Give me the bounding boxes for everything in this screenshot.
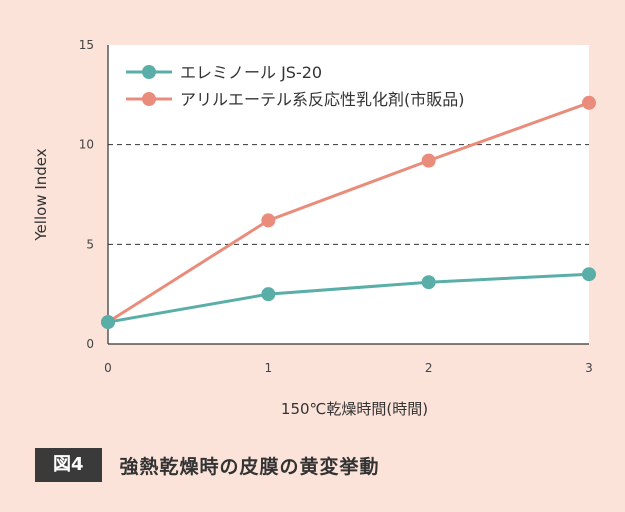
series-group: [101, 95, 596, 330]
x-tick-label: 1: [265, 361, 273, 375]
data-point-s0-0: [101, 315, 115, 330]
legend-swatch-marker-1: [142, 92, 156, 106]
figure-title: 強熱乾燥時の皮膜の黄変挙動: [119, 455, 380, 478]
data-point-s0-2: [421, 275, 436, 290]
series-line-0: [107, 272, 590, 324]
y-tick-label: 0: [86, 337, 94, 351]
y-tick-label: 15: [79, 38, 94, 52]
x-tick-label: 0: [104, 361, 112, 375]
legend: エレミノール JS-20 アリルエーテル系反応性乳化剤(市販品): [126, 63, 465, 109]
legend-label-0: エレミノール JS-20: [180, 63, 322, 82]
x-tick-labels: 0 1 2 3: [104, 361, 593, 375]
figure-caption: 図4 強熱乾燥時の皮膜の黄変挙動: [35, 448, 380, 482]
data-point-s1-3: [582, 95, 596, 110]
x-axis-label: 150℃乾燥時間(時間): [281, 400, 428, 418]
data-point-s0-1: [261, 287, 276, 302]
x-tick-label: 3: [585, 361, 593, 375]
data-point-s1-1: [261, 213, 276, 228]
y-tick-label: 5: [86, 237, 94, 251]
series-line-1: [107, 101, 590, 324]
grid: [108, 144, 589, 245]
legend-swatch-marker-0: [142, 65, 156, 79]
y-tick-labels: 0 5 10 15: [79, 38, 94, 351]
data-point-s0-3: [582, 267, 596, 282]
data-point-s1-2: [421, 153, 436, 168]
x-tick-label: 2: [425, 361, 433, 375]
plot-area: [108, 45, 589, 344]
legend-label-1: アリルエーテル系反応性乳化剤(市販品): [180, 90, 465, 109]
axes: [107, 45, 589, 345]
y-tick-label: 10: [79, 138, 94, 152]
y-axis-label: Yellow Index: [32, 148, 50, 241]
figure-number-badge: 図4: [35, 448, 102, 482]
chart: 0 1 2 3 0 5 10 15 エレミノール JS-20 アリルエーテル系反応性乳化剤(市…: [32, 38, 596, 418]
